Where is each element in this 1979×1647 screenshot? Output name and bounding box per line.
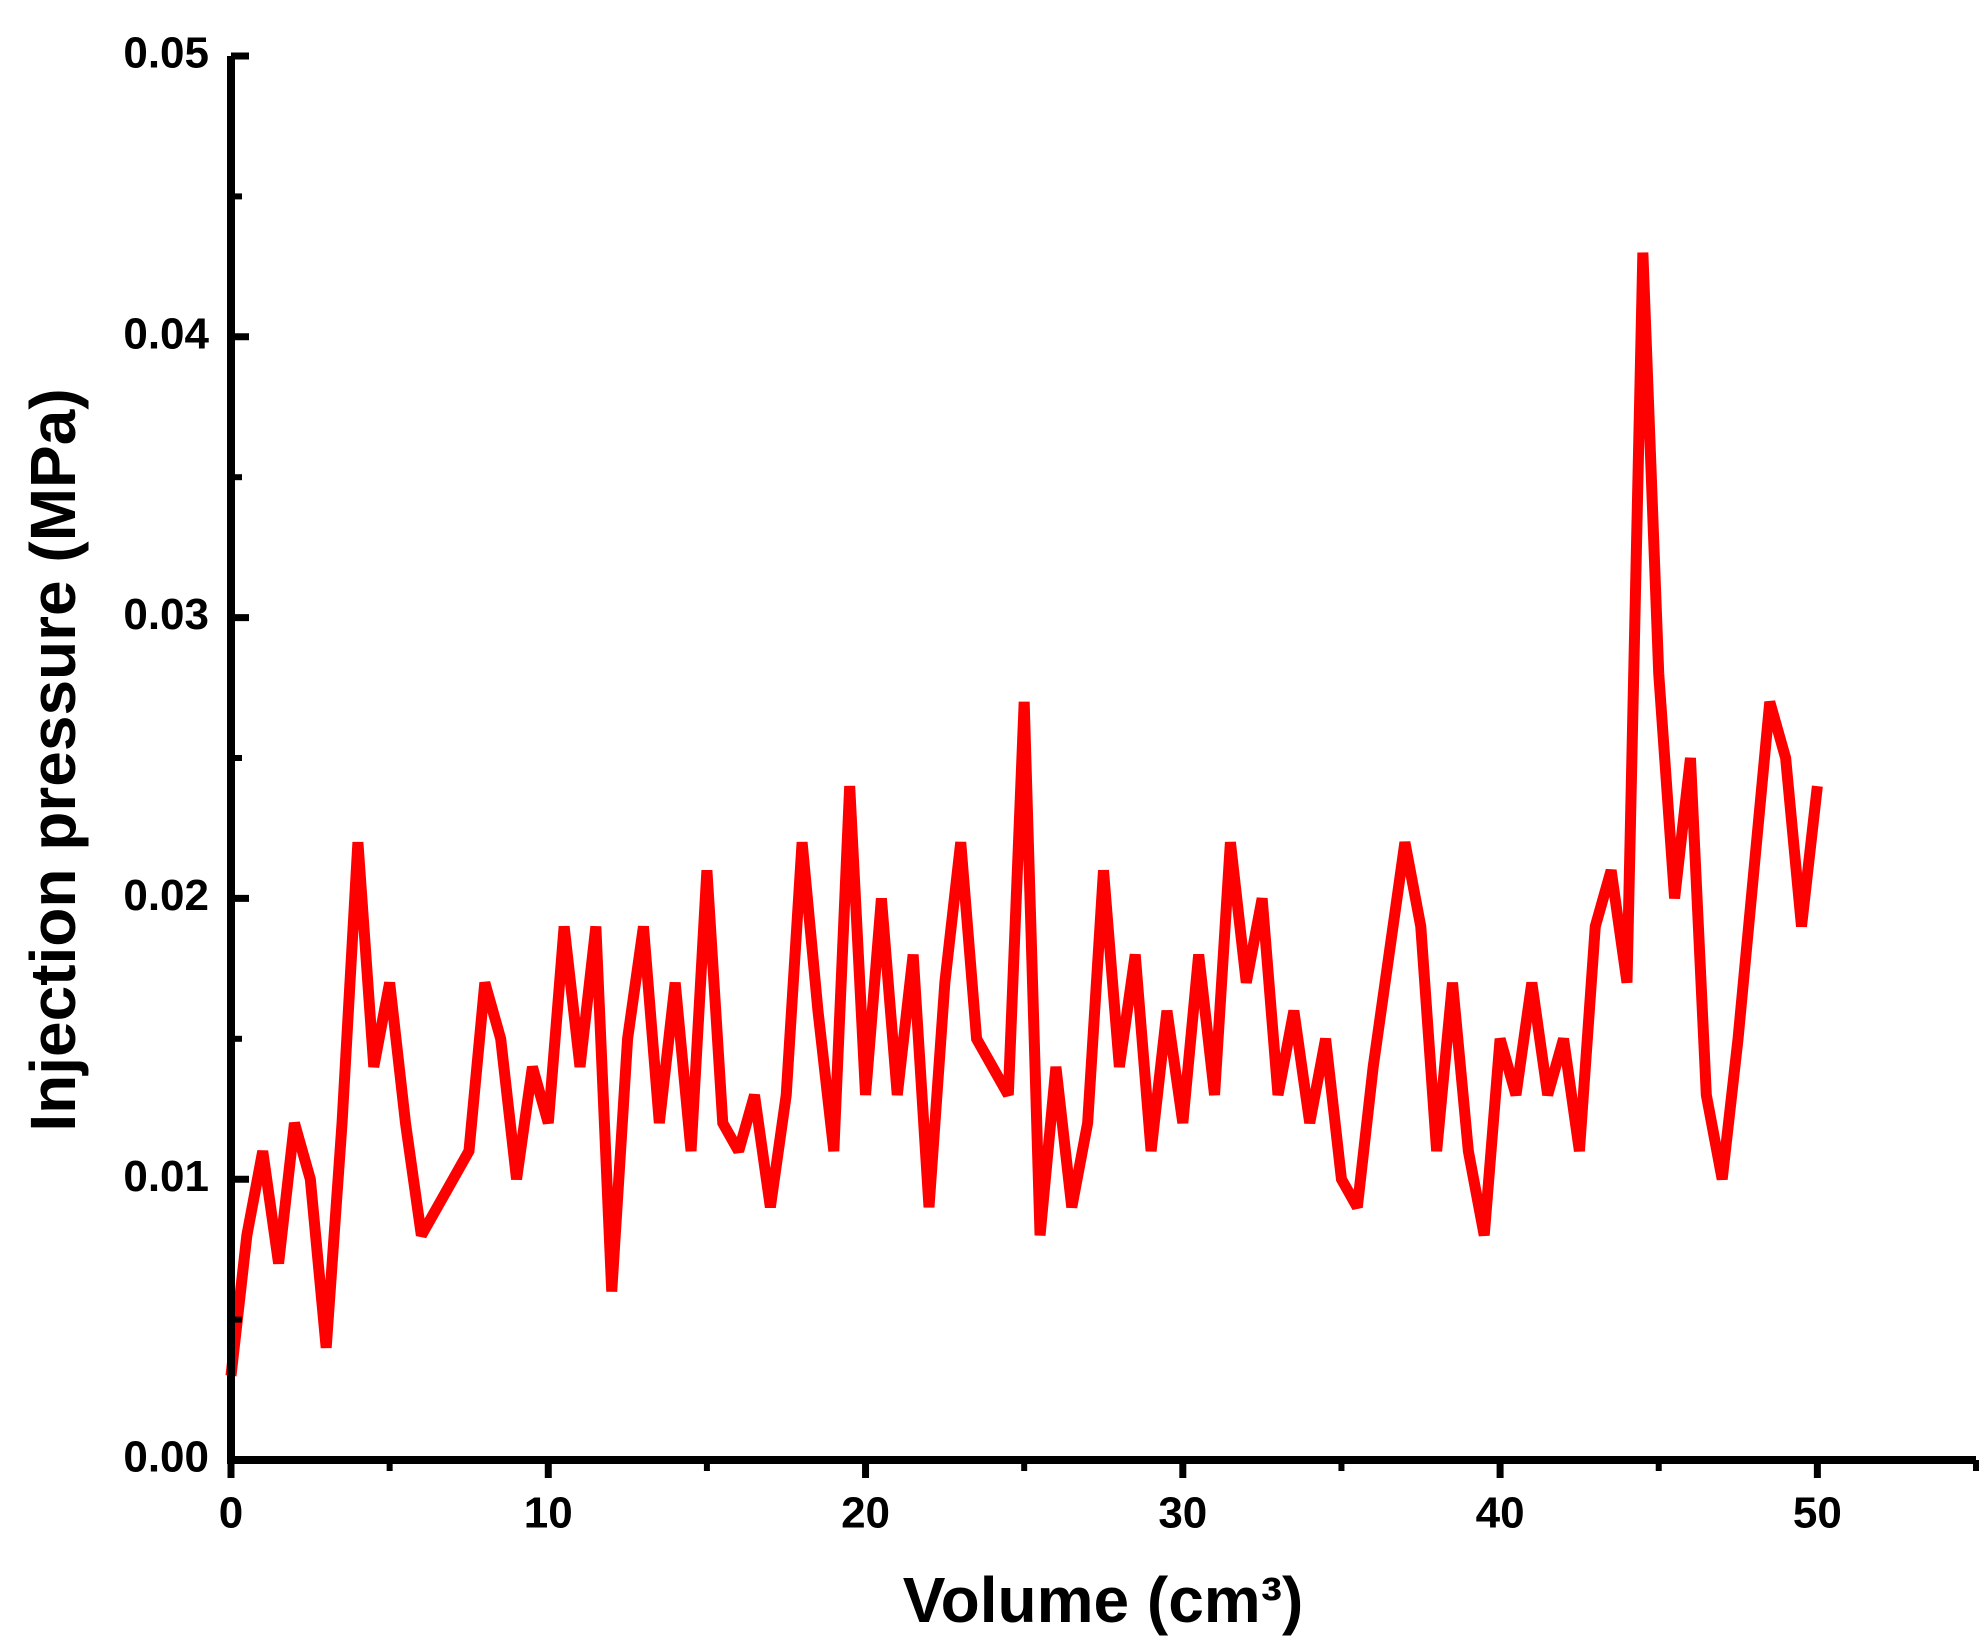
x-tick-label: 0: [219, 1489, 243, 1538]
y-tick-label: 0.01: [123, 1152, 209, 1201]
data-line: [225, 252, 1823, 1377]
y-tick-label: 0.00: [123, 1433, 209, 1482]
x-tick-label: 30: [1158, 1489, 1207, 1538]
x-tick-label: 10: [524, 1489, 573, 1538]
x-tick-label: 20: [841, 1489, 890, 1538]
y-tick-label: 0.05: [123, 29, 209, 78]
y-axis-title: Injection pressure (MPa): [17, 388, 89, 1131]
x-axis-title: Volume (cm³): [903, 1564, 1304, 1636]
x-tick-label: 40: [1476, 1489, 1525, 1538]
x-tick-label: 50: [1793, 1489, 1842, 1538]
y-tick-label: 0.03: [123, 590, 209, 639]
y-tick-label: 0.04: [123, 309, 209, 358]
y-tick-label: 0.02: [123, 871, 209, 920]
